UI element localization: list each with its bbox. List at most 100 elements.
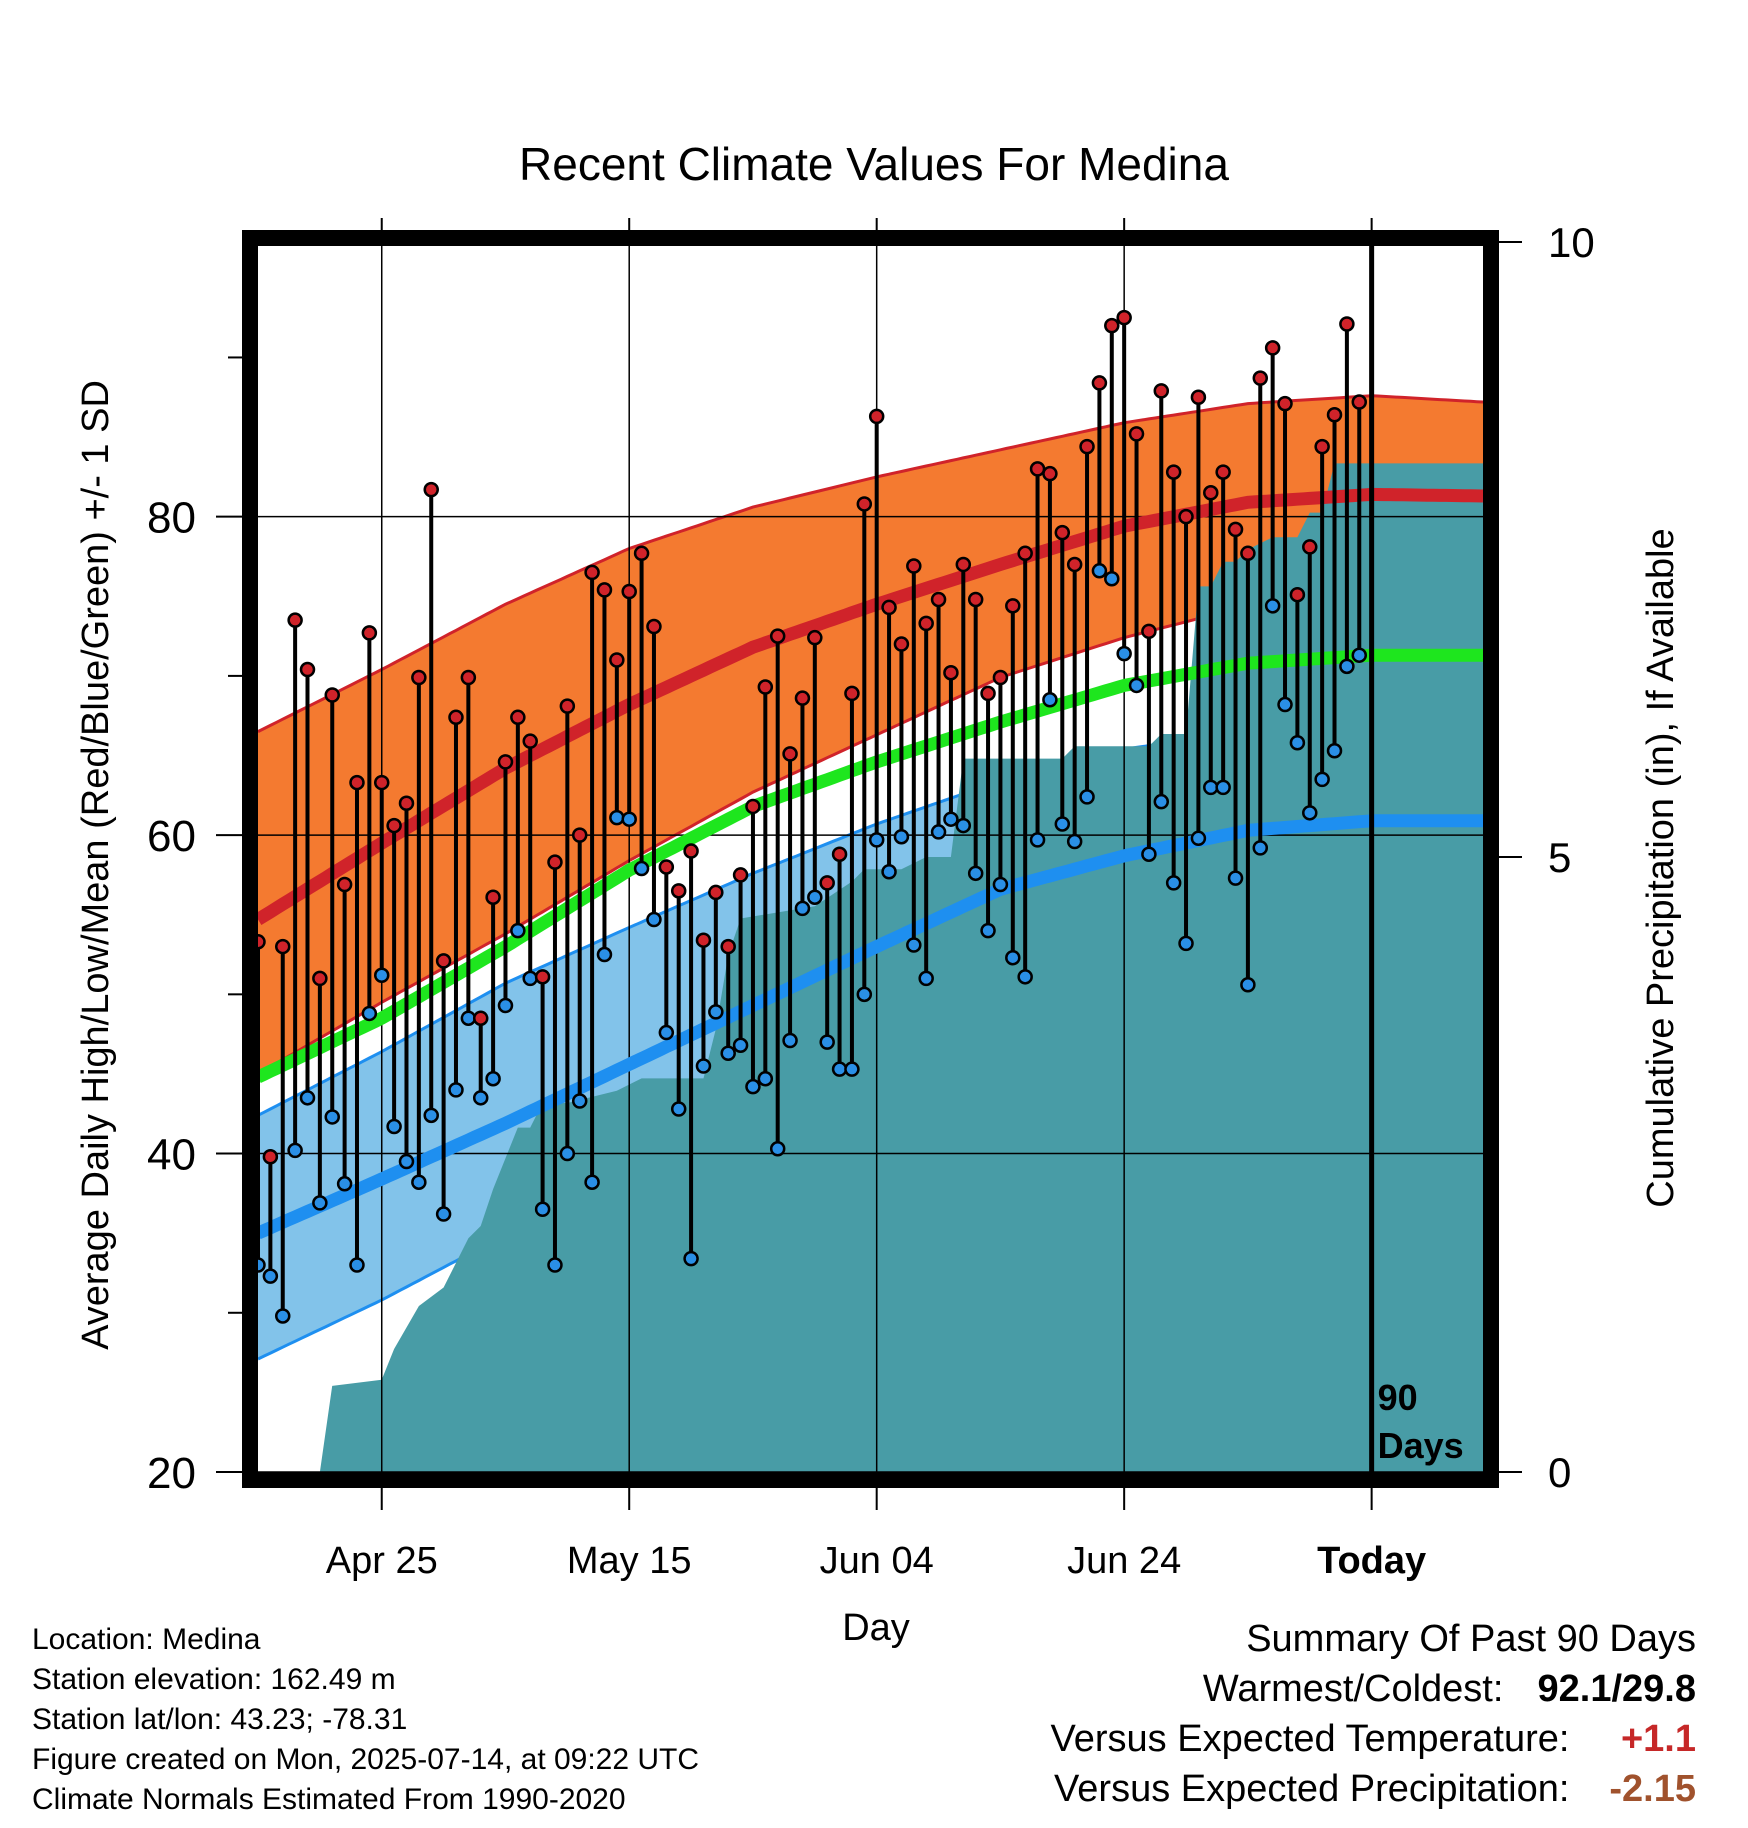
latlon-text: Station lat/lon: 43.23; -78.31 bbox=[32, 1703, 408, 1736]
plot-area: 90 Days bbox=[258, 246, 1483, 1472]
daily-high-point bbox=[336, 876, 353, 893]
daily-low-point bbox=[299, 1090, 316, 1106]
daily-high-point bbox=[448, 709, 464, 726]
precip-departure-label: Versus Expected Precipitation: bbox=[1054, 1768, 1570, 1810]
daily-low-point bbox=[386, 1118, 402, 1135]
daily-high-point bbox=[1104, 317, 1120, 334]
daily-low-point bbox=[584, 1174, 600, 1190]
daily-high-point bbox=[324, 687, 340, 703]
daily-low-point bbox=[1339, 658, 1355, 675]
daily-low-point bbox=[819, 1034, 835, 1050]
daily-low-point bbox=[1017, 969, 1033, 985]
daily-low-point bbox=[571, 1093, 588, 1109]
daily-low-point bbox=[881, 863, 897, 880]
daily-high-point bbox=[732, 867, 749, 883]
daily-high-point bbox=[1240, 545, 1256, 562]
daily-high-point bbox=[386, 817, 402, 834]
daily-high-point bbox=[1079, 438, 1095, 455]
daily-high-point bbox=[411, 669, 427, 686]
daily-low-point bbox=[510, 922, 526, 939]
daily-high-point bbox=[769, 628, 786, 644]
daily-low-point bbox=[1165, 875, 1182, 891]
daily-high-point bbox=[1215, 464, 1231, 480]
precip-departure-row: Versus Expected Precipitation: -2.15 bbox=[1051, 1764, 1696, 1814]
daily-high-point bbox=[980, 685, 996, 702]
daily-low-point bbox=[967, 865, 984, 882]
daily-high-point bbox=[1178, 508, 1194, 525]
normal-high-line bbox=[258, 487, 1483, 926]
daily-high-point bbox=[782, 746, 798, 762]
daily-high-point bbox=[1252, 370, 1269, 386]
daily-low-point bbox=[1178, 935, 1194, 952]
daily-high-point bbox=[1141, 623, 1157, 640]
daily-low-point bbox=[497, 997, 514, 1014]
daily-high-point bbox=[807, 629, 823, 646]
daily-high-point bbox=[670, 883, 687, 899]
daily-high-point bbox=[918, 615, 934, 632]
normal-low-line bbox=[258, 814, 1483, 1240]
daily-low-point bbox=[435, 1206, 452, 1222]
daily-low-point bbox=[1277, 696, 1293, 713]
daily-low-point bbox=[646, 911, 662, 928]
daily-low-point bbox=[274, 1308, 291, 1324]
daily-low-point bbox=[258, 1257, 266, 1273]
daily-low-point bbox=[1116, 645, 1132, 662]
normal-mean-line bbox=[258, 648, 1483, 1083]
daily-high-point bbox=[435, 953, 452, 969]
daily-low-point bbox=[336, 1176, 353, 1192]
daily-high-point bbox=[534, 969, 551, 985]
daily-low-point bbox=[868, 832, 885, 848]
temp-departure-row: Versus Expected Temperature: +1.1 bbox=[1051, 1714, 1696, 1764]
daily-low-point bbox=[992, 876, 1009, 893]
daily-low-point bbox=[312, 1195, 328, 1211]
daily-low-point bbox=[1227, 870, 1244, 886]
daily-high-point bbox=[312, 970, 328, 987]
daily-high-point bbox=[868, 408, 885, 425]
daily-high-point bbox=[510, 709, 526, 726]
daily-low-point bbox=[1351, 647, 1368, 663]
daily-high-point bbox=[571, 827, 588, 843]
daily-low-point bbox=[930, 824, 947, 840]
daily-high-point bbox=[819, 875, 835, 891]
daily-low-point bbox=[732, 1037, 749, 1054]
daily-high-point bbox=[361, 625, 378, 641]
daily-low-point bbox=[1289, 735, 1306, 751]
summary-heading: Summary Of Past 90 Days bbox=[1246, 1618, 1696, 1660]
daily-high-point bbox=[262, 1148, 279, 1165]
daily-low-point bbox=[287, 1142, 303, 1159]
daily-high-point bbox=[349, 774, 365, 791]
daily-high-point bbox=[1339, 316, 1355, 332]
daily-low-point bbox=[1042, 692, 1058, 708]
daily-low-point bbox=[1029, 832, 1046, 848]
daily-high-point bbox=[1116, 309, 1132, 326]
daily-low-point bbox=[1314, 771, 1330, 788]
y2-tick-label: 5 bbox=[1548, 834, 1571, 881]
daily-low-point bbox=[1326, 742, 1343, 759]
daily-high-point bbox=[708, 884, 724, 901]
daily-high-point bbox=[1190, 389, 1207, 406]
daily-high-point bbox=[794, 690, 811, 706]
daily-high-point bbox=[460, 669, 477, 686]
daily-high-point bbox=[584, 564, 600, 581]
temp-departure-label: Versus Expected Temperature: bbox=[1050, 1718, 1570, 1760]
today-window-label: Days bbox=[1378, 1425, 1464, 1466]
daily-low-point bbox=[472, 1090, 489, 1106]
station-metadata: Location: Medina Station elevation: 162.… bbox=[32, 1620, 699, 1820]
daily-low-point bbox=[782, 1032, 798, 1049]
daily-low-point bbox=[485, 1070, 501, 1087]
daily-low-point bbox=[621, 811, 637, 827]
daily-low-point bbox=[807, 889, 823, 905]
x-tick-label: May 15 bbox=[567, 1540, 692, 1582]
daily-high-point bbox=[398, 795, 415, 812]
x-tick-label: Today bbox=[1317, 1540, 1426, 1582]
daily-low-point bbox=[1240, 977, 1256, 993]
location-text: Location: Medina bbox=[32, 1623, 261, 1656]
daily-low-point bbox=[596, 946, 613, 963]
daily-low-point bbox=[522, 970, 538, 987]
daily-low-point bbox=[361, 1005, 378, 1022]
daily-high-point bbox=[1302, 539, 1318, 555]
daily-high-point bbox=[683, 843, 699, 859]
daily-low-point bbox=[769, 1141, 786, 1157]
warmest-coldest-value: 92.1/29.8 bbox=[1537, 1668, 1696, 1710]
